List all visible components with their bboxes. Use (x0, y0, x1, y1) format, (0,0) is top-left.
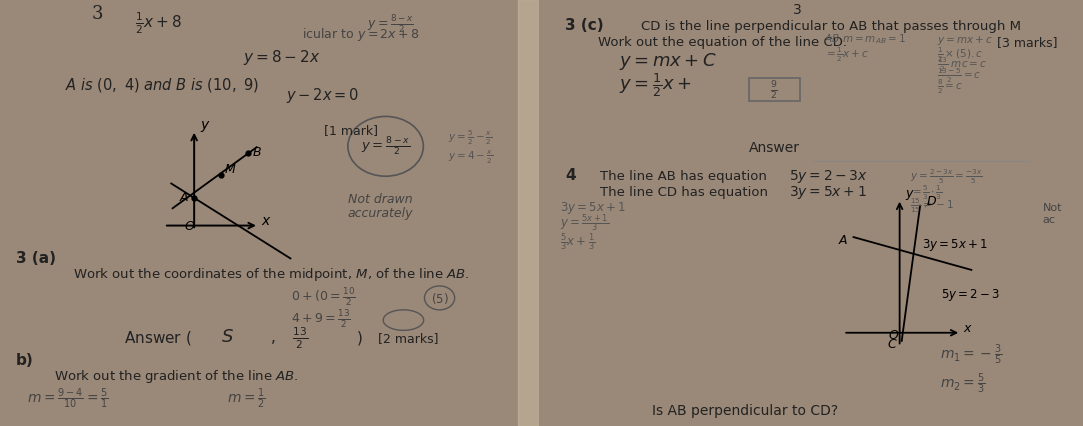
Text: $\frac{1}{2}x + 8$: $\frac{1}{2}x + 8$ (134, 11, 182, 36)
Text: Not: Not (1043, 203, 1062, 213)
Text: $y = \frac{8-x}{2}$: $y = \frac{8-x}{2}$ (367, 13, 414, 35)
Text: ac: ac (1043, 214, 1056, 225)
Text: $= \frac{1}{2}x + c$: $= \frac{1}{2}x + c$ (824, 45, 870, 63)
Text: The line CD has equation: The line CD has equation (600, 185, 768, 198)
Text: $y = \frac{5}{2} - \frac{x}{2}$: $y = \frac{5}{2} - \frac{x}{2}$ (447, 128, 492, 147)
Text: CD is the line perpendicular to AB that passes through M: CD is the line perpendicular to AB that … (641, 20, 1021, 33)
Text: $3y = 5x+1$: $3y = 5x+1$ (560, 200, 626, 216)
Text: $x$: $x$ (963, 322, 973, 334)
Text: $0 + (0 = \frac{10}{2}$: $0 + (0 = \frac{10}{2}$ (291, 286, 356, 308)
Text: 4: 4 (565, 168, 576, 183)
Text: $D$: $D$ (926, 194, 937, 207)
Text: $m_2 = \frac{5}{3}$: $m_2 = \frac{5}{3}$ (940, 371, 986, 395)
Text: $\frac{15}{15} \neq -1$: $\frac{15}{15} \neq -1$ (911, 196, 954, 215)
Text: 3: 3 (793, 3, 801, 17)
Text: [3 marks]: [3 marks] (996, 36, 1057, 49)
Text: $B$: $B$ (252, 146, 262, 159)
Text: $y = \frac{5x+1}{3}$: $y = \frac{5x+1}{3}$ (560, 212, 609, 234)
Text: $C$: $C$ (887, 337, 897, 351)
Text: $A$: $A$ (179, 190, 190, 204)
Text: $x$: $x$ (261, 214, 272, 228)
Text: Work out the coordinates of the midpoint, $M$, of the line $AB$.: Work out the coordinates of the midpoint… (73, 265, 469, 282)
Text: $y - 2x = 0$: $y - 2x = 0$ (286, 86, 360, 105)
Text: $y = 8 - 2x$: $y = 8 - 2x$ (243, 48, 321, 67)
Text: $y = \frac{1}{2}x + $: $y = \frac{1}{2}x + $ (619, 71, 692, 98)
Text: $y$: $y$ (905, 188, 915, 201)
Text: accurately: accurately (348, 207, 414, 219)
Text: $3y = 5x + 1$: $3y = 5x + 1$ (790, 183, 866, 200)
Text: Work out the equation of the line CD.: Work out the equation of the line CD. (598, 36, 847, 49)
Text: $A$ is $(0,\ 4)$ and $B$ is $(10,\ 9)$: $A$ is $(0,\ 4)$ and $B$ is $(10,\ 9)$ (65, 76, 259, 94)
Text: $m = \frac{1}{2}$: $m = \frac{1}{2}$ (226, 386, 265, 410)
Text: $4 + 9 = \frac{13}{2}$: $4 + 9 = \frac{13}{2}$ (291, 307, 351, 329)
Text: [2 marks]: [2 marks] (378, 332, 438, 345)
Text: $\frac{5}{3}x + \frac{1}{3}$: $\frac{5}{3}x + \frac{1}{3}$ (560, 230, 596, 252)
Text: $5y = 2 - 3x$: $5y = 2 - 3x$ (790, 168, 869, 185)
Text: $O$: $O$ (888, 328, 899, 341)
Text: 3 (a): 3 (a) (16, 250, 56, 265)
Text: $y = \frac{2-3x}{5} = \frac{-3x}{5}$: $y = \frac{2-3x}{5} = \frac{-3x}{5}$ (911, 167, 983, 186)
Text: $\frac{13}{2}\ mc = c$: $\frac{13}{2}\ mc = c$ (938, 56, 988, 74)
Text: $O$: $O$ (184, 219, 196, 233)
Text: $\mathrm{icular\ to}\ y = 2x + 8$: $\mathrm{icular\ to}\ y = 2x + 8$ (302, 26, 420, 43)
Text: $\frac{8}{2} = c$: $\frac{8}{2} = c$ (938, 77, 964, 95)
Text: $5y = 2 - 3$: $5y = 2 - 3$ (941, 287, 1000, 302)
Text: $M$: $M$ (224, 163, 237, 176)
Text: The line AB has equation: The line AB has equation (600, 170, 767, 183)
Text: $y$: $y$ (199, 118, 210, 133)
Text: $m_1 = -\frac{3}{5}$: $m_1 = -\frac{3}{5}$ (940, 342, 1003, 366)
Text: b): b) (16, 352, 34, 367)
Text: $\frac{9}{2}$: $\frac{9}{2}$ (770, 79, 778, 101)
Text: $y = \frac{8-x}{2}$: $y = \frac{8-x}{2}$ (361, 136, 410, 158)
Text: $A$: $A$ (838, 233, 848, 246)
Text: $y = 4 - \frac{x}{2}$: $y = 4 - \frac{x}{2}$ (447, 149, 493, 166)
Text: 3: 3 (92, 5, 103, 23)
Text: $AB\ m = m_{AB} = 1$: $AB\ m = m_{AB} = 1$ (824, 33, 905, 46)
Text: $y = mx+c$: $y = mx+c$ (938, 34, 993, 46)
Text: $\frac{1}{2} \times (5). c$: $\frac{1}{2} \times (5). c$ (938, 45, 983, 63)
Text: Work out the gradient of the line $AB$.: Work out the gradient of the line $AB$. (54, 367, 298, 384)
Text: $\frac{13-5}{2} = c$: $\frac{13-5}{2} = c$ (938, 66, 982, 85)
Text: $,\quad \frac{13}{2}$: $,\quad \frac{13}{2}$ (270, 325, 308, 350)
Text: Is AB perpendicular to CD?: Is AB perpendicular to CD? (652, 403, 837, 417)
Text: 3 (c): 3 (c) (565, 18, 604, 33)
Text: $3y = 5x + 1$: $3y = 5x + 1$ (922, 236, 989, 252)
Text: [1 mark]: [1 mark] (324, 124, 378, 137)
Text: $m = \frac{9-4}{10} = \frac{5}{1}$: $m = \frac{9-4}{10} = \frac{5}{1}$ (27, 386, 108, 410)
Text: Answer: Answer (748, 140, 799, 154)
Text: Answer $($: Answer $($ (125, 328, 192, 346)
Text: $= \frac{5}{3} \cdot \frac{1}{3}$: $= \frac{5}{3} \cdot \frac{1}{3}$ (911, 183, 943, 201)
Text: $(5)$: $(5)$ (431, 291, 448, 306)
Text: $y = mx + C$: $y = mx + C$ (619, 51, 717, 72)
Text: $S$: $S$ (221, 328, 234, 345)
Text: $)$: $)$ (356, 328, 363, 346)
Text: Not drawn: Not drawn (348, 193, 413, 205)
